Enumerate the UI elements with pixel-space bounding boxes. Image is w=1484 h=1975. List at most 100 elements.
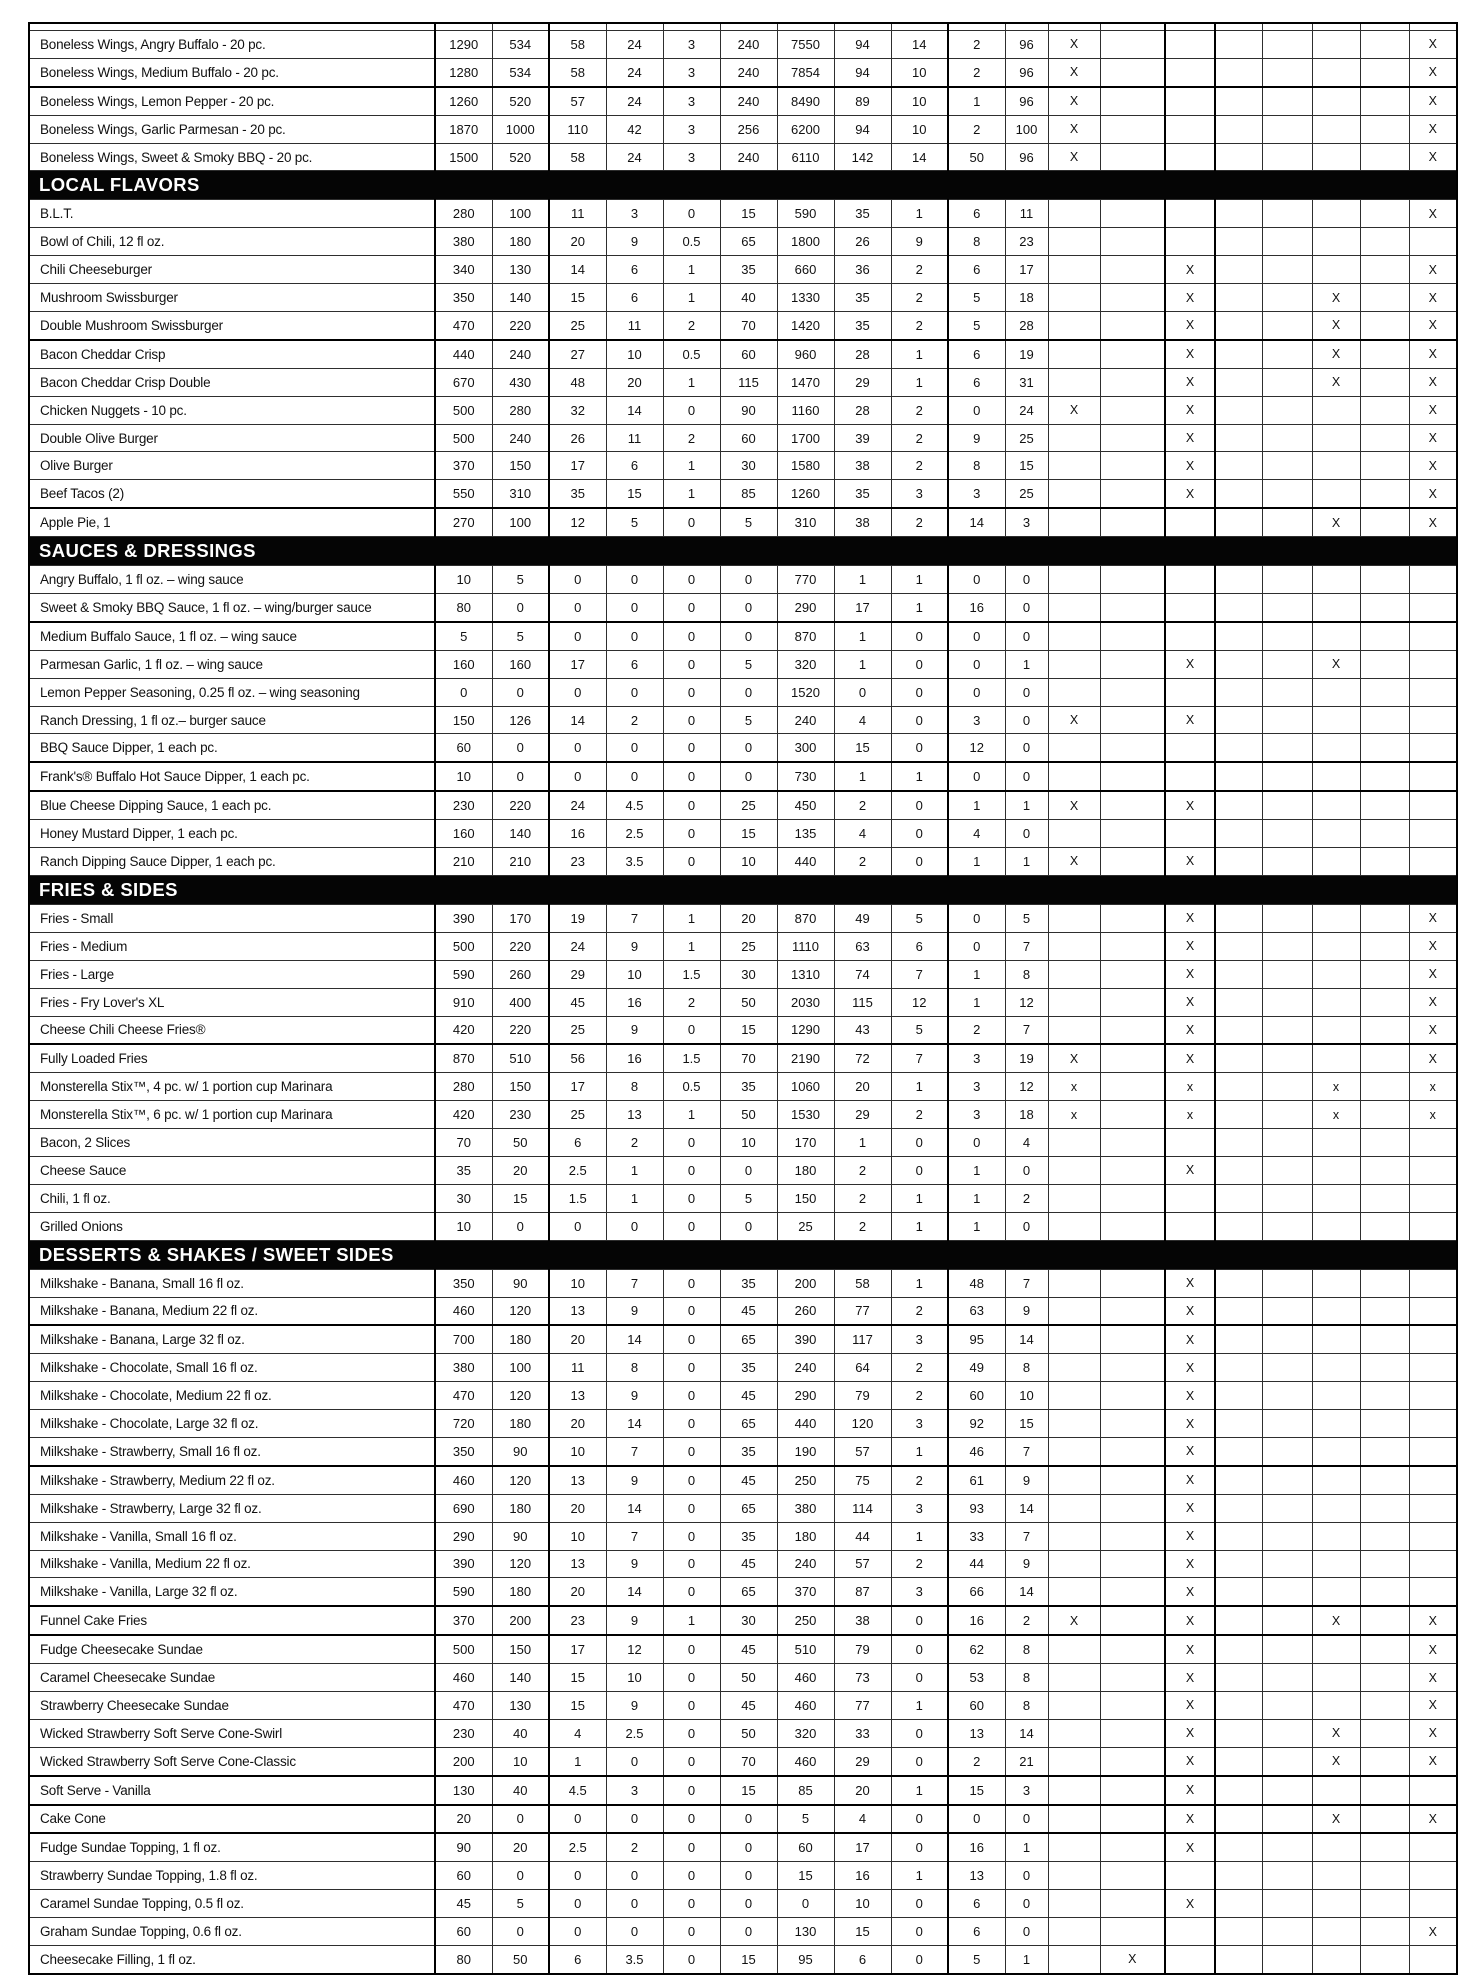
nutrition-value-cell: 8: [605, 1072, 664, 1102]
nutrition-value-cell: 10: [434, 565, 493, 595]
nutrition-value-cell: 3: [605, 1775, 664, 1806]
item-name-cell: Milkshake - Vanilla, Medium 22 fl oz.: [28, 1549, 436, 1579]
allergen-mark-cell: [1047, 1296, 1101, 1327]
nutrition-value-cell: 0: [890, 1605, 949, 1637]
allergen-mark-cell: [1261, 1775, 1313, 1806]
item-name-cell: Milkshake - Banana, Small 16 fl oz.: [28, 1268, 436, 1298]
nutrition-value-cell: 470: [434, 1690, 493, 1720]
allergen-mark-cell: [1164, 57, 1216, 88]
item-name-cell: Sweet & Smoky BBQ Sauce, 1 fl oz. – wing…: [28, 593, 436, 623]
allergen-mark-cell: [1261, 1634, 1313, 1665]
nutrition-value-cell: 10: [605, 1663, 664, 1692]
nutrition-value-cell: 1290: [434, 30, 493, 59]
allergen-mark-cell: [1311, 1183, 1361, 1213]
allergen-mark-cell: X: [1164, 255, 1216, 285]
allergen-mark-cell: [1099, 761, 1166, 793]
nutrition-value-cell: 5: [434, 621, 493, 651]
allergen-mark-cell: [1359, 1268, 1410, 1298]
allergen-mark-cell: [1311, 1128, 1361, 1157]
allergen-mark-cell: [1099, 1690, 1166, 1720]
nutrition-value-cell: 0: [776, 1889, 835, 1919]
allergen-mark-cell: [1311, 1944, 1361, 1975]
allergen-mark-cell: [1261, 1549, 1313, 1579]
allergen-mark-cell: [1099, 819, 1166, 849]
allergen-mark-cell: [1047, 311, 1101, 341]
table-row: Milkshake - Chocolate, Medium 22 fl oz. 4…: [28, 1381, 1458, 1411]
allergen-mark-cell: [1359, 677, 1410, 707]
allergen-mark-cell: [1408, 1549, 1458, 1579]
allergen-mark-cell: [1408, 705, 1458, 735]
allergen-mark-cell: [1261, 1268, 1313, 1298]
allergen-mark-cell: [1047, 227, 1101, 257]
table-row: Boneless Wings, Lemon Pepper - 20 pc. 126…: [28, 86, 1458, 116]
nutrition-value-cell: 2: [833, 1155, 892, 1185]
nutrition-value-cell: 115: [833, 987, 892, 1017]
allergen-mark-cell: [1099, 451, 1166, 481]
allergen-mark-cell: [1359, 114, 1410, 144]
nutrition-value-cell: 0: [605, 1861, 664, 1891]
nutrition-value-cell: 700: [434, 1324, 493, 1355]
allergen-mark-cell: [1359, 761, 1410, 793]
nutrition-value-cell: 390: [776, 1324, 835, 1355]
allergen-mark-cell: X: [1408, 451, 1458, 481]
allergen-mark-cell: [1359, 339, 1410, 369]
allergen-mark-cell: [1047, 367, 1101, 397]
nutrition-value-cell: 0: [890, 1663, 949, 1692]
allergen-mark-cell: [1047, 1718, 1101, 1748]
item-name-cell: Caramel Cheesecake Sundae: [28, 1663, 436, 1692]
allergen-mark-cell: [1261, 1100, 1313, 1130]
nutrition-value-cell: 1: [890, 565, 949, 595]
nutrition-value-cell: 660: [776, 255, 835, 285]
nutrition-value-cell: 0: [890, 1155, 949, 1185]
table-row: Parmesan Garlic, 1 fl oz. – wing sauce 16…: [28, 649, 1458, 679]
allergen-mark-cell: [1214, 761, 1263, 793]
nutrition-value-cell: 6: [947, 339, 1006, 369]
allergen-mark-cell: [1261, 114, 1313, 144]
nutrition-value-cell: 10: [833, 1889, 892, 1919]
nutrition-value-cell: 1: [833, 621, 892, 651]
nutrition-value-cell: 4: [548, 1718, 607, 1748]
nutrition-value-cell: 220: [491, 1015, 550, 1046]
nutrition-value-cell: 2: [662, 987, 721, 1017]
nutrition-table: Boneless Wings, Angry Buffalo - 20 pc. 12…: [28, 22, 1458, 1975]
allergen-mark-cell: [1099, 86, 1166, 116]
nutrition-value-cell: 0: [662, 1493, 721, 1523]
nutrition-value-cell: 430: [491, 367, 550, 397]
table-row: Bacon Cheddar Crisp 440 240 27 10 0.5 60 960 28 1…: [28, 339, 1458, 369]
nutrition-value-cell: 6: [947, 199, 1006, 229]
allergen-mark-cell: [1311, 931, 1361, 961]
nutrition-value-cell: 1: [605, 1183, 664, 1213]
nutrition-value-cell: 45: [719, 1465, 778, 1495]
nutrition-value-cell: 0: [890, 677, 949, 707]
allergen-mark-cell: [1214, 311, 1263, 341]
allergen-mark-cell: [1359, 423, 1410, 453]
nutrition-value-cell: 200: [491, 1605, 550, 1637]
nutrition-value-cell: 77: [833, 1690, 892, 1720]
nutrition-value-cell: 13: [947, 1718, 1006, 1748]
nutrition-value-cell: 0: [662, 1353, 721, 1383]
nutrition-value-cell: 9: [605, 1296, 664, 1327]
nutrition-value-cell: 14: [605, 1409, 664, 1438]
table-row: Double Olive Burger 500 240 26 11 2 60 1700 39 2 9…: [28, 423, 1458, 453]
nutrition-value-cell: 130: [776, 1917, 835, 1946]
allergen-mark-cell: [1311, 1861, 1361, 1891]
allergen-mark-cell: [1099, 1183, 1166, 1213]
allergen-mark-cell: [1047, 1663, 1101, 1692]
allergen-mark-cell: X: [1164, 1746, 1216, 1777]
table-row: Milkshake - Strawberry, Large 32 fl oz. 6…: [28, 1493, 1458, 1523]
nutrition-value-cell: 140: [491, 1663, 550, 1692]
nutrition-value-cell: 180: [491, 1493, 550, 1523]
allergen-mark-cell: X: [1047, 705, 1101, 735]
nutrition-value-cell: 0: [947, 677, 1006, 707]
allergen-mark-cell: x: [1408, 1100, 1458, 1130]
item-name-cell: Strawberry Cheesecake Sundae: [28, 1690, 436, 1720]
table-row: Apple Pie, 1 270 100 12 5 0 5 310 38 2 14 3 X X: [28, 507, 1458, 538]
allergen-mark-cell: [1099, 593, 1166, 623]
nutrition-value-cell: 25: [719, 931, 778, 961]
allergen-mark-cell: [1099, 987, 1166, 1017]
item-name-cell: Fudge Sundae Topping, 1 fl oz.: [28, 1832, 436, 1863]
allergen-mark-cell: [1261, 705, 1313, 735]
nutrition-value-cell: 0: [548, 1917, 607, 1946]
nutrition-value-cell: 510: [491, 1043, 550, 1074]
nutrition-value-cell: 11: [548, 1353, 607, 1383]
